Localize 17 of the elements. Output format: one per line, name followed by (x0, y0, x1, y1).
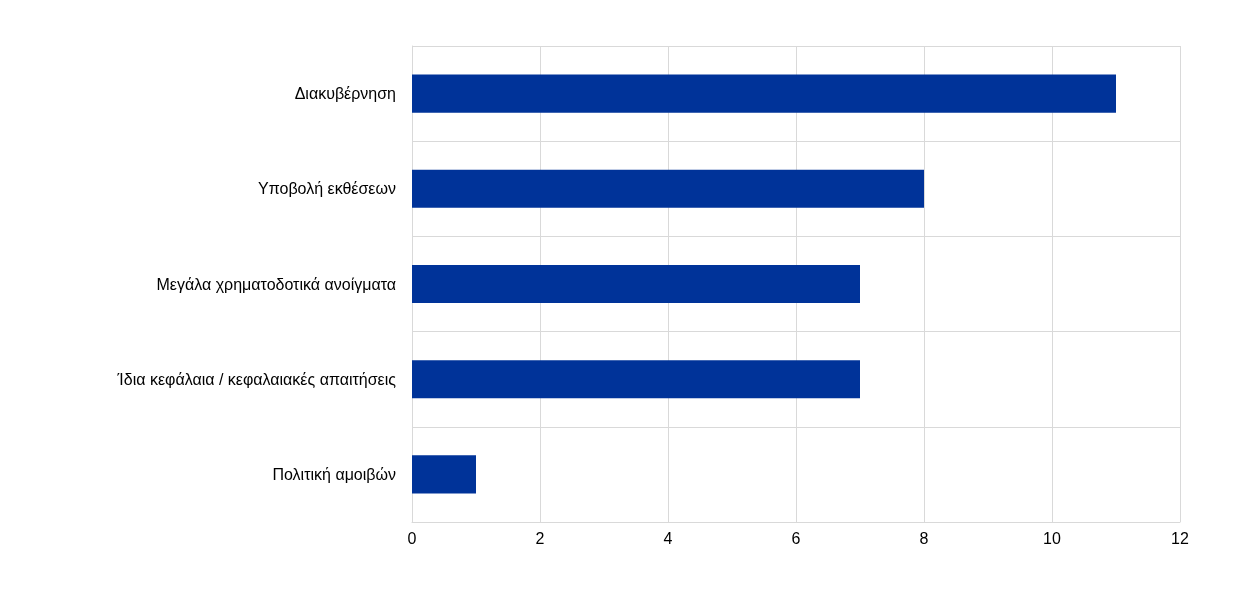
y-tick-label: Διακυβέρνηση (294, 85, 396, 103)
y-tick-label: Ίδια κεφάλαια / κεφαλαιακές απαιτήσεις (116, 370, 397, 388)
bar (412, 264, 860, 304)
y-tick-label: Πολιτική αμοιβών (272, 465, 396, 483)
x-tick-label: 0 (407, 529, 417, 547)
x-tick-label: 12 (1171, 529, 1189, 547)
y-tick-label: Υποβολή εκθέσεων (258, 180, 396, 198)
x-tick-label: 4 (663, 529, 673, 547)
y-tick-label: Μεγάλα χρηματοδοτικά ανοίγματα (156, 275, 396, 293)
x-tick-label: 8 (919, 529, 929, 547)
bar (412, 74, 1116, 113)
bar (412, 360, 860, 399)
x-tick-label: 6 (791, 529, 801, 547)
x-tick-label: 2 (535, 529, 545, 547)
bar (412, 455, 476, 494)
x-tick-label: 10 (1043, 529, 1061, 547)
bar (412, 169, 924, 208)
